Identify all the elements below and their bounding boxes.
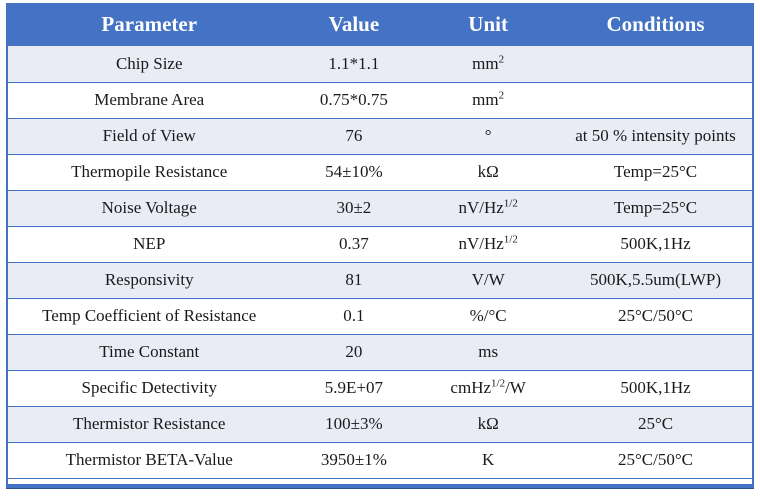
cell-unit: nV/Hz1/2 [417, 189, 560, 226]
cell-conditions: Temp=25°C [559, 189, 753, 226]
cell-value: 30±2 [290, 189, 418, 226]
cell-conditions: at 50 % intensity points [559, 117, 753, 154]
cell-parameter: Chip Size [7, 46, 291, 82]
table-row: Thermopile Resistance 54±10% kΩ Temp=25°C [7, 153, 753, 190]
cell-value: 81 [290, 261, 418, 298]
cell-value: 3950±1% [290, 441, 418, 479]
table-row: Noise Voltage 30±2 nV/Hz1/2 Temp=25°C [7, 189, 753, 226]
cell-parameter: Specific Detectivity [7, 369, 291, 406]
cell-value: 54±10% [290, 153, 418, 190]
table-row: Thermistor Resistance 100±3% kΩ 25°C [7, 405, 753, 442]
cell-unit: cmHz1/2/W [417, 369, 560, 406]
cell-parameter: Temp Coefficient of Resistance [7, 297, 291, 334]
table-row: Chip Size 1.1*1.1 mm2 [7, 46, 753, 82]
cell-parameter: Thermistor BETA-Value [7, 441, 291, 479]
cell-unit: mm2 [417, 46, 560, 82]
cell-conditions [559, 81, 753, 118]
cell-unit: K [417, 441, 560, 479]
table-row: Field of View 76 ° at 50 % intensity points [7, 117, 753, 154]
cell-conditions [559, 46, 753, 82]
cell-unit: V/W [417, 261, 560, 298]
cell-unit: nV/Hz1/2 [417, 225, 560, 262]
column-header-unit: Unit [417, 3, 560, 46]
table-footer-bar [6, 483, 754, 489]
cell-conditions: 500K,1Hz [559, 225, 753, 262]
cell-unit: mm2 [417, 81, 560, 118]
cell-conditions: Temp=25°C [559, 153, 753, 190]
cell-unit: ms [417, 333, 560, 370]
cell-parameter: Membrane Area [7, 81, 291, 118]
cell-unit: kΩ [417, 405, 560, 442]
table-row: Temp Coefficient of Resistance 0.1 %/°C 25°… [7, 297, 753, 334]
spec-sheet: Parameter Value Unit Conditions Chip Siz… [6, 3, 754, 489]
cell-parameter: Thermistor Resistance [7, 405, 291, 442]
column-header-conditions: Conditions [559, 3, 753, 46]
spec-table-header: Parameter Value Unit Conditions [7, 3, 753, 46]
cell-conditions: 25°C [559, 405, 753, 442]
cell-conditions: 500K,1Hz [559, 369, 753, 406]
cell-value: 100±3% [290, 405, 418, 442]
cell-value: 0.1 [290, 297, 418, 334]
table-row: Time Constant 20 ms [7, 333, 753, 370]
table-footer-gap [6, 478, 754, 484]
table-row: Membrane Area 0.75*0.75 mm2 [7, 81, 753, 118]
cell-conditions [559, 333, 753, 370]
cell-parameter: Noise Voltage [7, 189, 291, 226]
cell-unit: ° [417, 117, 560, 154]
cell-value: 20 [290, 333, 418, 370]
cell-conditions: 25°C/50°C [559, 297, 753, 334]
cell-value: 76 [290, 117, 418, 154]
table-row: Specific Detectivity 5.9E+07 cmHz1/2/W 500K… [7, 369, 753, 406]
cell-value: 0.37 [290, 225, 418, 262]
spec-table: Parameter Value Unit Conditions Chip Siz… [6, 3, 754, 479]
cell-unit: %/°C [417, 297, 560, 334]
table-row: NEP 0.37 nV/Hz1/2 500K,1Hz [7, 225, 753, 262]
cell-value: 0.75*0.75 [290, 81, 418, 118]
cell-value: 1.1*1.1 [290, 46, 418, 82]
table-row: Responsivity 81 V/W 500K,5.5um(LWP) [7, 261, 753, 298]
cell-conditions: 25°C/50°C [559, 441, 753, 479]
header-row: Parameter Value Unit Conditions [7, 3, 753, 46]
spec-table-body: Chip Size 1.1*1.1 mm2 Membrane Area 0.75*0.7… [7, 46, 753, 479]
cell-parameter: Thermopile Resistance [7, 153, 291, 190]
column-header-parameter: Parameter [7, 3, 291, 46]
cell-value: 5.9E+07 [290, 369, 418, 406]
cell-conditions: 500K,5.5um(LWP) [559, 261, 753, 298]
table-row: Thermistor BETA-Value 3950±1% K 25°C/50°C [7, 441, 753, 479]
cell-parameter: Time Constant [7, 333, 291, 370]
cell-unit: kΩ [417, 153, 560, 190]
cell-parameter: Responsivity [7, 261, 291, 298]
cell-parameter: NEP [7, 225, 291, 262]
cell-parameter: Field of View [7, 117, 291, 154]
column-header-value: Value [290, 3, 418, 46]
